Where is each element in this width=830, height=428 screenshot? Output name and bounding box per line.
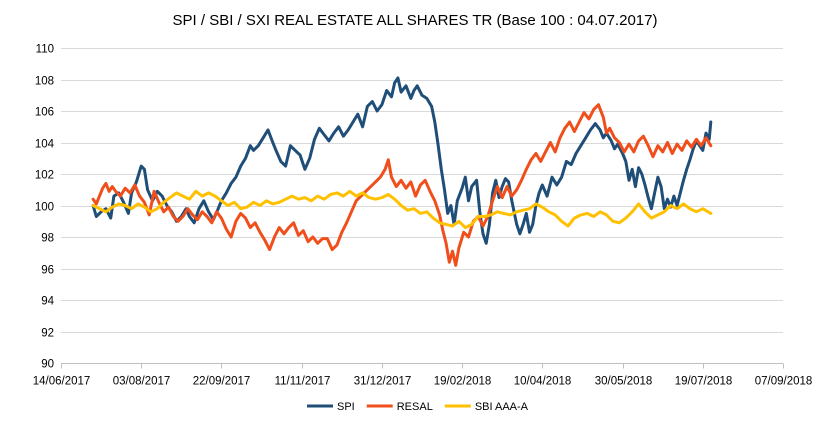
x-tick-label: 30/05/2018 bbox=[595, 376, 653, 388]
chart-title: SPI / SBI / SXI REAL ESTATE ALL SHARES T… bbox=[173, 12, 658, 29]
series-line-resal bbox=[91, 103, 713, 267]
axes: 90 92 94 96 98 100 102 104 106 108 110 14/06/2017 03… bbox=[33, 44, 813, 388]
x-tick-label: 07/09/2018 bbox=[755, 376, 813, 388]
x-tick-label: 19/07/2018 bbox=[675, 376, 733, 388]
series-line-spi bbox=[91, 76, 713, 245]
y-tick-label: 94 bbox=[41, 296, 54, 308]
y-tick-label: 100 bbox=[35, 202, 54, 214]
legend-label: SPI bbox=[337, 401, 355, 413]
x-tick-label: 11/11/2017 bbox=[275, 376, 331, 388]
y-tick-label: 104 bbox=[35, 139, 55, 151]
x-tick-label: 31/12/2017 bbox=[354, 376, 412, 388]
x-tick-label: 14/06/2017 bbox=[33, 376, 91, 388]
y-tick-label: 92 bbox=[41, 328, 54, 340]
y-tick-label: 90 bbox=[41, 359, 54, 371]
x-tick-label: 22/09/2017 bbox=[193, 376, 251, 388]
x-tick-label: 10/04/2018 bbox=[514, 376, 572, 388]
series-line-sbi-aaa-a bbox=[91, 189, 713, 230]
series-layer bbox=[91, 76, 713, 267]
y-tick-label: 110 bbox=[36, 44, 54, 56]
legend: SPI RESAL SBI AAA-A bbox=[307, 401, 529, 413]
y-tick-label: 108 bbox=[35, 76, 54, 88]
legend-label: SBI AAA-A bbox=[475, 401, 529, 413]
y-tick-label: 102 bbox=[35, 170, 54, 182]
y-tick-label: 98 bbox=[41, 233, 54, 245]
y-tick-label: 106 bbox=[35, 107, 54, 119]
y-tick-label: 96 bbox=[41, 265, 54, 277]
x-tick-label: 19/02/2018 bbox=[434, 376, 492, 388]
x-tick-label: 03/08/2017 bbox=[113, 376, 171, 388]
gridlines bbox=[61, 48, 783, 333]
legend-label: RESAL bbox=[397, 401, 433, 413]
